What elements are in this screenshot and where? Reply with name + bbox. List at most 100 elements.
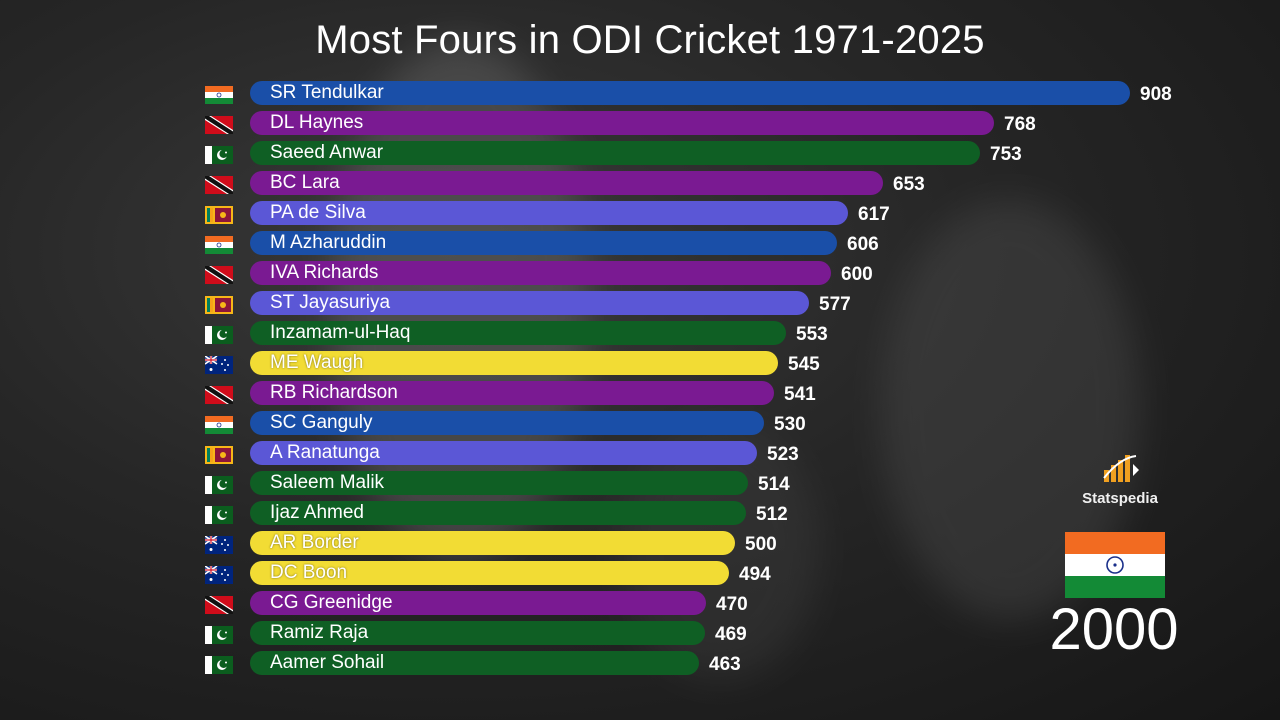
brand-name: Statspedia [1082,490,1158,507]
bar [250,561,729,585]
india-flag-icon [205,416,233,434]
bar-label: AR Border [270,532,359,553]
bar-value-label: 908 [1140,84,1172,105]
bar-label: ME Waugh [270,352,364,373]
bar [250,411,764,435]
bar-label: IVA Richards [270,262,379,283]
bar-label: Inzamam-ul-Haq [270,322,411,343]
bar [250,651,699,675]
west-indies-flag-icon [205,116,233,134]
india-flag [1065,532,1165,598]
pakistan-flag-icon [205,626,233,644]
bar [250,111,994,135]
bar-value-label: 514 [758,474,790,495]
west-indies-flag-icon [205,386,233,404]
australia-flag-icon [205,356,233,374]
pakistan-flag-icon [205,506,233,524]
bar-value-label: 606 [847,234,879,255]
bar-label: SC Ganguly [270,412,373,433]
bar-label: Saeed Anwar [270,142,384,163]
bar-value-label: 530 [774,414,806,435]
sri-lanka-flag-icon [205,446,233,464]
bar-row: Aamer Sohail 463 [0,650,1280,676]
bar [250,531,735,555]
bar-label: A Ranatunga [270,442,380,463]
bar-value-label: 523 [767,444,799,465]
bar-row: DL Haynes 768 [0,110,1280,136]
bar-label: CG Greenidge [270,592,393,613]
australia-flag-icon [205,536,233,554]
sri-lanka-flag-icon [205,206,233,224]
bar-row: Ramiz Raja 469 [0,620,1280,646]
bar-row: AR Border 500 [0,530,1280,556]
bar [250,501,746,525]
bar-row: ME Waugh 545 [0,350,1280,376]
bar-row: A Ranatunga 523 [0,440,1280,466]
bar-label: DL Haynes [270,112,364,133]
pakistan-flag-icon [205,146,233,164]
bar-row: BC Lara 653 [0,170,1280,196]
bar-label: Ramiz Raja [270,622,369,643]
bar-row: Saleem Malik 514 [0,470,1280,496]
bar [250,351,778,375]
west-indies-flag-icon [205,266,233,284]
bar-value-label: 469 [715,624,747,645]
bar [250,321,786,345]
bar-row: Saeed Anwar 753 [0,140,1280,166]
bar [250,231,837,255]
australia-flag-icon [205,566,233,584]
bar-row: DC Boon 494 [0,560,1280,586]
pakistan-flag-icon [205,326,233,344]
bar-value-label: 470 [716,594,748,615]
bar-row: M Azharuddin 606 [0,230,1280,256]
pakistan-flag-icon [205,656,233,674]
bar-chart-play-icon [1103,455,1139,482]
bar [250,81,1130,105]
bar-row: PA de Silva 617 [0,200,1280,226]
bar-row: SR Tendulkar 908 [0,80,1280,106]
bar-value-label: 494 [739,564,771,585]
bar [250,621,705,645]
bar-value-label: 541 [784,384,816,405]
bar-label: BC Lara [270,172,340,193]
bar-label: DC Boon [270,562,348,583]
bar [250,261,831,285]
bar [250,141,980,165]
bar-label: M Azharuddin [270,232,387,253]
bar-label: ST Jayasuriya [270,292,391,313]
west-indies-flag-icon [205,596,233,614]
bar-value-label: 545 [788,354,820,375]
bar [250,171,883,195]
pakistan-flag-icon [205,476,233,494]
bar-row: SC Ganguly 530 [0,410,1280,436]
bar-row: CG Greenidge 470 [0,590,1280,616]
year-label: 2000 [1049,597,1179,662]
bar-row: Ijaz Ahmed 512 [0,500,1280,526]
bar-value-label: 463 [709,654,741,675]
bar-row: ST Jayasuriya 577 [0,290,1280,316]
bar [250,201,848,225]
bar-row: RB Richardson 541 [0,380,1280,406]
bar-label: SR Tendulkar [270,82,384,103]
bar-value-label: 553 [796,324,828,345]
bar-value-label: 600 [841,264,873,285]
brand-logo: Statspedia [1070,448,1170,507]
bar-row: IVA Richards 600 [0,260,1280,286]
bar [250,591,706,615]
india-flag-icon [205,236,233,254]
bar-value-label: 753 [990,144,1022,165]
india-flag-icon [205,86,233,104]
sri-lanka-flag-icon [205,296,233,314]
bar [250,471,748,495]
bar-label: RB Richardson [270,382,398,403]
bar-value-label: 653 [893,174,925,195]
bar-value-label: 512 [756,504,788,525]
chart-title: Most Fours in ODI Cricket 1971-2025 [315,18,985,62]
bar-value-label: 577 [819,294,851,315]
bar-row: Inzamam-ul-Haq 553 [0,320,1280,346]
bar-label: Saleem Malik [270,472,385,493]
bar-value-label: 617 [858,204,890,225]
bar-value-label: 500 [745,534,777,555]
bar-label: PA de Silva [270,202,366,223]
